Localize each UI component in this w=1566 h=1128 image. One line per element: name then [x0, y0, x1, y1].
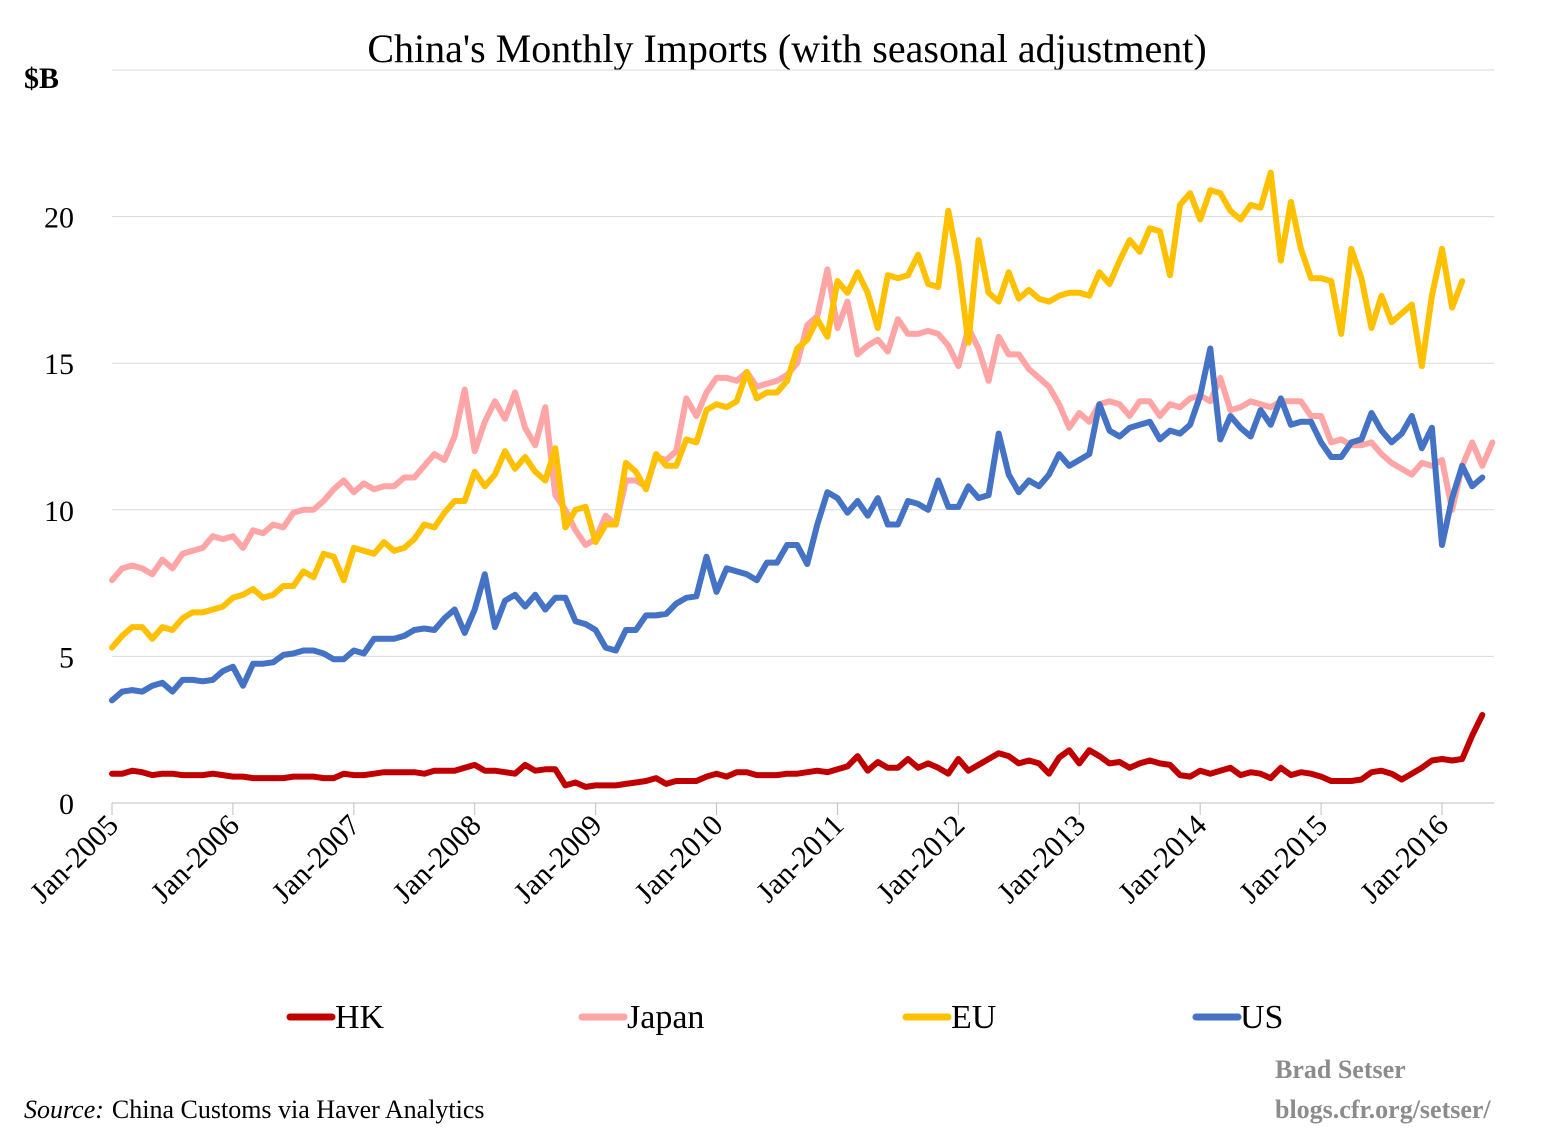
- x-tick-label: Jan-2012: [870, 809, 971, 910]
- x-tick-label: Jan-2014: [1112, 809, 1213, 910]
- y-tick-label: 15: [44, 348, 74, 381]
- y-tick-label: 5: [59, 641, 74, 674]
- y-axis-ticks: 0 5 10 15 20: [44, 202, 74, 821]
- gridlines: [112, 69, 1494, 804]
- chart-title: China's Monthly Imports (with seasonal a…: [367, 26, 1206, 71]
- x-tick-label: Jan-2005: [24, 809, 125, 910]
- x-tick-label: Jan-2007: [266, 809, 367, 910]
- series-line-eu: [109, 169, 1466, 651]
- series-line-us: [109, 345, 1486, 704]
- x-tick-label: Jan-2015: [1233, 809, 1334, 910]
- source-label: Source:: [24, 1095, 104, 1124]
- x-tick-label: Jan-2013: [991, 809, 1092, 910]
- legend-label-hk: HK: [335, 999, 385, 1036]
- legend-label-us: US: [1240, 999, 1283, 1036]
- legend: HK Japan EU US: [286, 999, 1283, 1036]
- x-tick-label: Jan-2016: [1354, 809, 1455, 910]
- x-tick-label: Jan-2006: [145, 809, 246, 910]
- y-tick-label: 0: [59, 788, 74, 821]
- legend-label-japan: Japan: [627, 999, 704, 1036]
- source-note: Source: China Customs via Haver Analytics: [24, 1095, 485, 1124]
- x-tick-label: Jan-2010: [628, 809, 729, 910]
- x-tick-label: Jan-2008: [387, 809, 488, 910]
- series-line-japan: [109, 266, 1496, 584]
- legend-label-eu: EU: [951, 999, 996, 1036]
- source-text: China Customs via Haver Analytics: [112, 1095, 485, 1124]
- y-tick-label: 20: [44, 202, 74, 235]
- credit-name: Brad Setser: [1275, 1055, 1406, 1084]
- x-tick-label: Jan-2011: [750, 809, 850, 909]
- series-line-hk: [109, 712, 1486, 790]
- series-lines: [109, 169, 1496, 790]
- credit-url: blogs.cfr.org/setser/: [1275, 1095, 1491, 1124]
- y-tick-label: 10: [44, 495, 74, 528]
- x-axis-ticks: Jan-2005 Jan-2006 Jan-2007 Jan-2008 Jan-2009…: [24, 803, 1455, 910]
- x-tick-label: Jan-2009: [507, 809, 608, 910]
- y-axis-unit-label: $B: [24, 62, 59, 95]
